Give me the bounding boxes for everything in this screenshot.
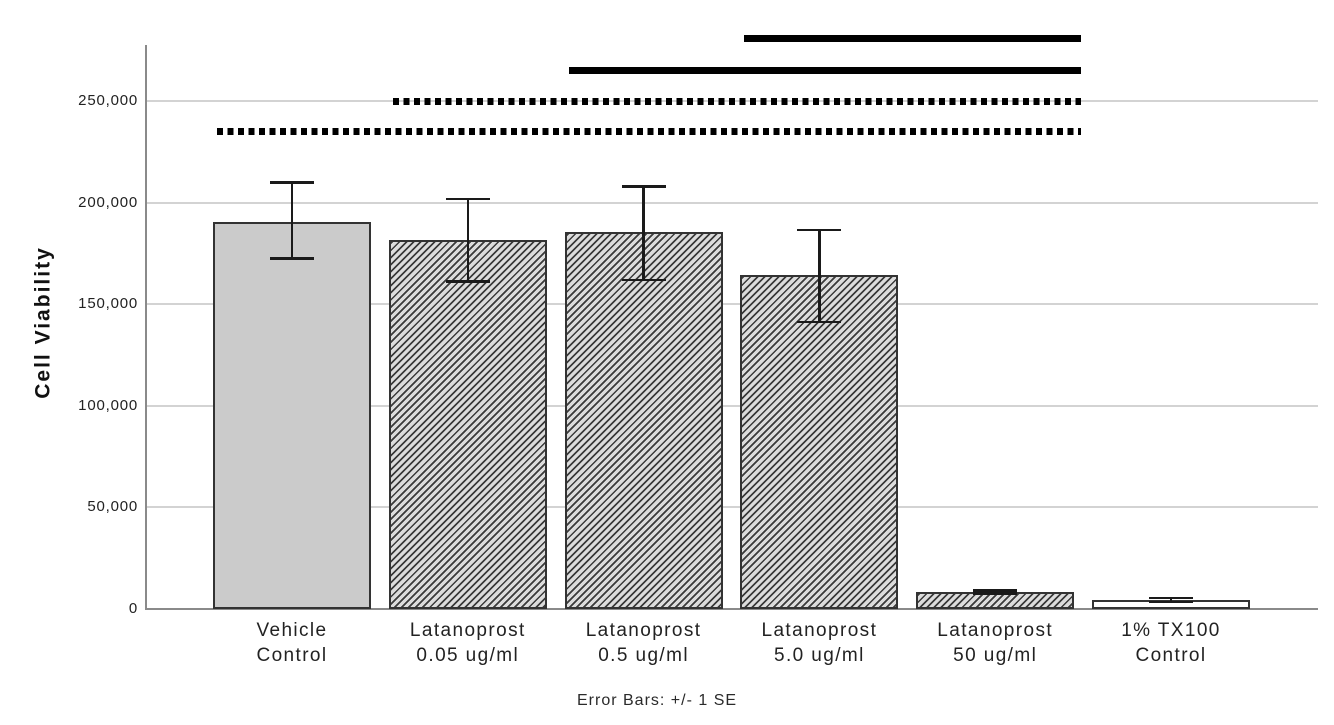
- bar-vehicle-control: [213, 222, 371, 610]
- gridline-50000: [146, 506, 1318, 509]
- error-bar-cap-top-vehicle-control: [270, 181, 314, 184]
- bar-latanoprost-5-0-ug-ml: [740, 275, 899, 610]
- gridline-100000: [146, 404, 1318, 407]
- x-category-label-vehicle-control: Vehicle Control: [256, 620, 328, 666]
- error-bar-line-latanoprost-5-0-ug-ml: [818, 230, 821, 322]
- error-bar-cap-bottom-vehicle-control: [270, 257, 314, 260]
- gridline-200000: [146, 201, 1318, 204]
- error-bar-cap-top-latanoprost-5-0-ug-ml: [797, 228, 842, 232]
- error-bar-cap-bottom-latanoprost-5-0-ug-ml: [797, 320, 842, 324]
- x-category-label-latanoprost-0-5-ug-ml: Latanoprost 0.5 ug/ml: [585, 620, 702, 666]
- error-bar-cap-bottom-latanoprost-0-5-ug-ml: [621, 278, 666, 282]
- significance-line-3-dotted: [392, 97, 1082, 105]
- y-tick-label-200000: 200,000: [78, 193, 138, 211]
- bar-latanoprost-0-5-ug-ml: [564, 231, 723, 610]
- error-bar-cap-bottom-latanoprost-50-ug-ml: [973, 592, 1018, 595]
- error-bar-cap-bottom-latanoprost-0-05-ug-ml: [445, 280, 490, 283]
- significance-line-4-dotted: [217, 127, 1082, 135]
- gridline-150000: [146, 303, 1318, 306]
- x-category-label-latanoprost-0-05-ug-ml: Latanoprost 0.05 ug/ml: [409, 620, 526, 666]
- y-axis-line: [145, 45, 147, 610]
- error-bar-cap-top-latanoprost-0-5-ug-ml: [621, 185, 666, 188]
- error-bar-cap-top-latanoprost-50-ug-ml: [973, 589, 1018, 592]
- error-bar-line-latanoprost-0-5-ug-ml: [642, 186, 645, 280]
- error-bar-line-latanoprost-50-ug-ml: [993, 590, 997, 594]
- error-bars-footnote: Error Bars: +/- 1 SE: [577, 692, 738, 709]
- bar-latanoprost-0-05-ug-ml: [388, 240, 547, 610]
- y-tick-label-100000: 100,000: [78, 396, 138, 414]
- x-category-label-latanoprost-50-ug-ml: Latanoprost 50 ug/ml: [937, 620, 1054, 666]
- x-axis-line: [145, 607, 1318, 610]
- y-tick-label-50000: 50,000: [87, 498, 138, 516]
- y-axis-title: Cell Viability: [31, 246, 55, 399]
- x-category-label-1-tx100-control: 1% TX100 Control: [1121, 620, 1221, 666]
- significance-line-1-solid: [744, 34, 1082, 42]
- significance-line-2-solid: [568, 66, 1082, 74]
- error-bar-line-1-tx100-control: [1169, 597, 1173, 602]
- y-tick-label-0: 0: [128, 599, 138, 617]
- y-tick-label-250000: 250,000: [78, 92, 138, 110]
- error-bar-cap-bottom-1-tx100-control: [1149, 600, 1193, 604]
- error-bar-line-latanoprost-0-05-ug-ml: [466, 198, 470, 282]
- x-category-label-latanoprost-5-0-ug-ml: Latanoprost 5.0 ug/ml: [761, 620, 878, 666]
- y-tick-label-150000: 150,000: [78, 295, 138, 313]
- error-bar-cap-top-latanoprost-0-05-ug-ml: [445, 197, 490, 201]
- error-bar-line-vehicle-control: [290, 182, 294, 259]
- error-bar-cap-top-1-tx100-control: [1149, 596, 1193, 600]
